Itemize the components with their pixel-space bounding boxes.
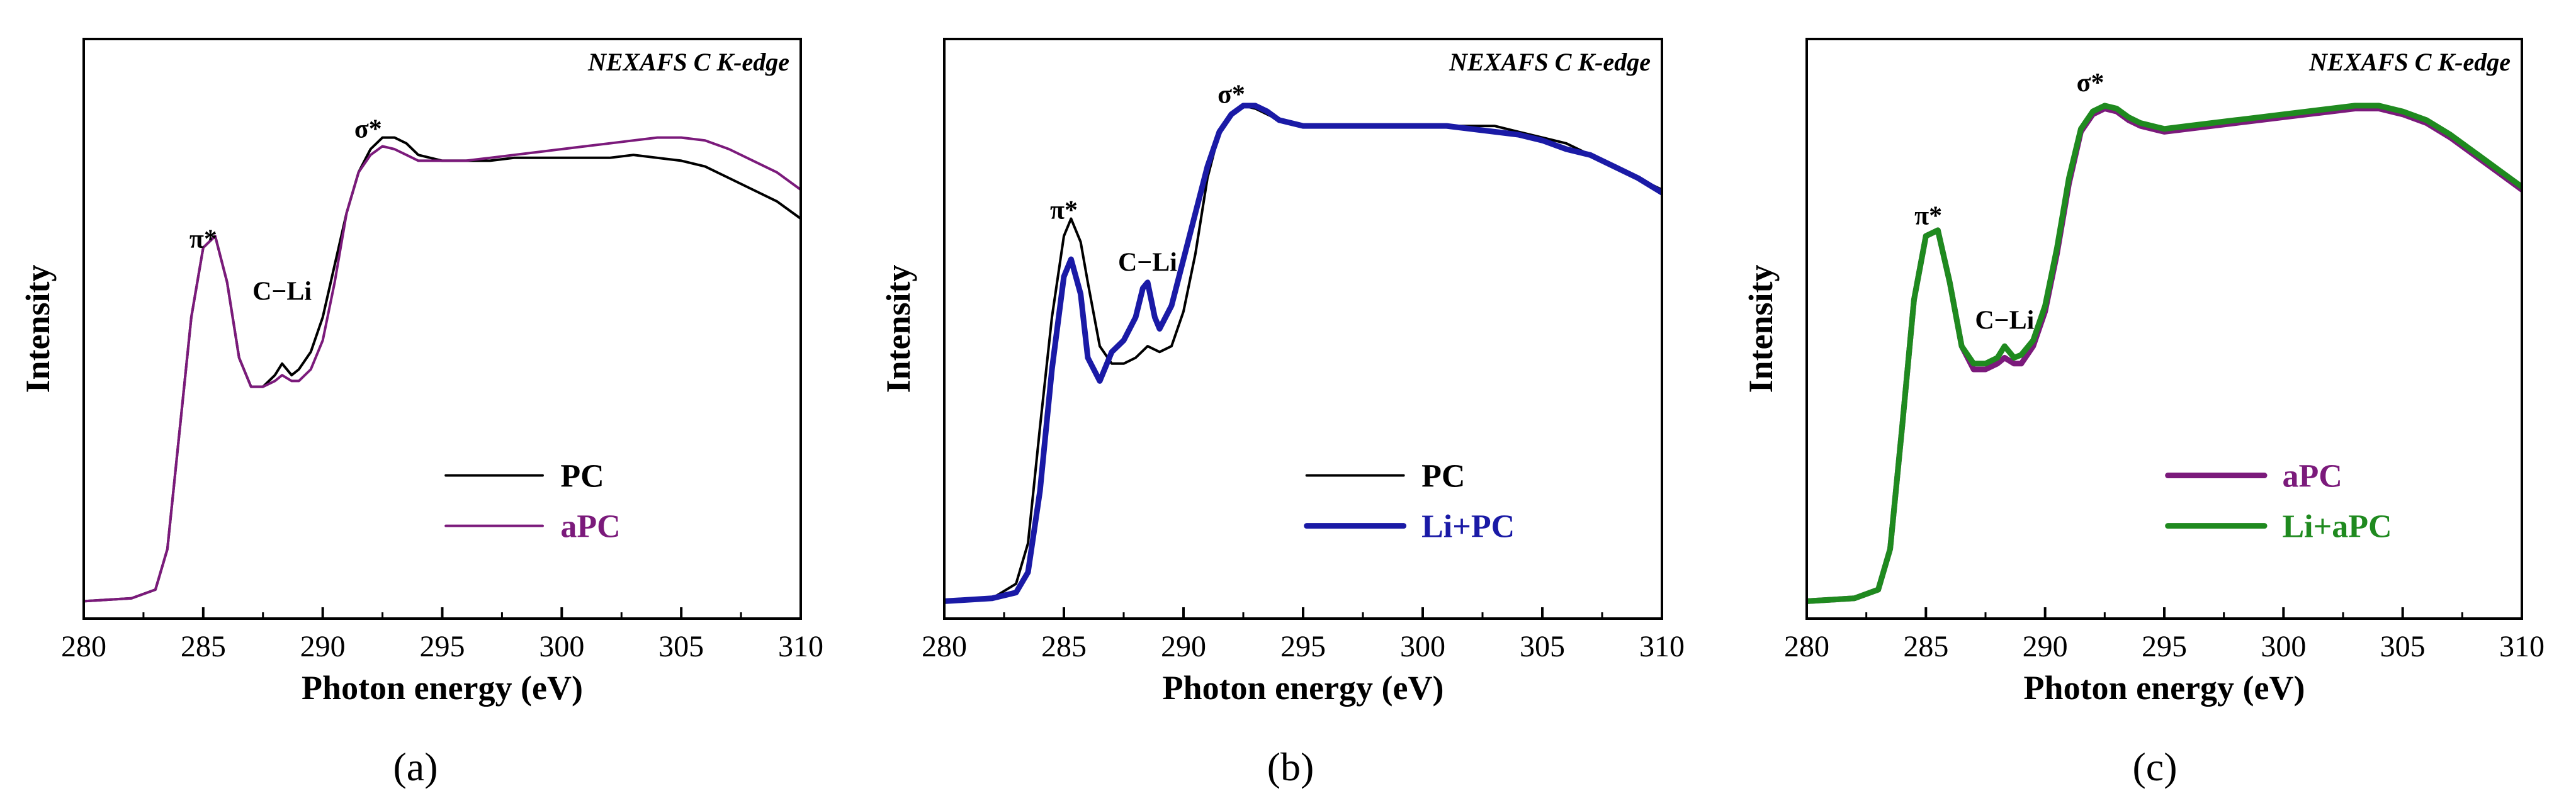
- peak-annotation: σ*: [2077, 69, 2104, 98]
- series-line-li-pc: [944, 103, 1662, 604]
- x-tick-label: 310: [778, 630, 823, 663]
- legend-label: Li+PC: [1421, 509, 1515, 545]
- x-tick-label: 280: [922, 630, 967, 663]
- x-tick-label: 295: [2142, 630, 2187, 663]
- x-axis-label: Photon energy (eV): [1163, 669, 1444, 707]
- y-axis-label: Intensity: [19, 264, 57, 393]
- series-line-li-apc: [1807, 103, 2522, 604]
- x-tick-label: 310: [1639, 630, 1685, 663]
- chart-panel-a: 280 285 290 295 300 305 310 Photon energy (eV) I…: [19, 38, 823, 789]
- series-line-apc: [1807, 106, 2522, 604]
- panel-label: (b): [1267, 744, 1314, 789]
- x-tick-label: 290: [1161, 630, 1206, 663]
- x-tick-label: 295: [420, 630, 465, 663]
- x-tick-label: 300: [1400, 630, 1445, 663]
- peak-annotation: C−Li: [252, 277, 312, 306]
- panel-label: (a): [393, 744, 438, 789]
- series-line-apc: [84, 136, 801, 603]
- peak-annotation: σ*: [1217, 80, 1245, 109]
- x-tick-label: 310: [2499, 630, 2545, 663]
- x-tick-label: 305: [1520, 630, 1565, 663]
- spectrum-note: NEXAFS C K-edge: [587, 48, 789, 76]
- panel-label: (c): [2132, 744, 2177, 789]
- x-axis-label: Photon energy (eV): [2024, 669, 2305, 707]
- x-tick-label: 305: [658, 630, 704, 663]
- x-tick-label: 305: [2380, 630, 2426, 663]
- x-tick-label: 285: [1041, 630, 1087, 663]
- spectrum-note: NEXAFS C K-edge: [2308, 48, 2511, 76]
- x-tick-label: 290: [300, 630, 346, 663]
- y-axis-label: Intensity: [879, 264, 917, 393]
- y-axis-label: Intensity: [1742, 264, 1780, 393]
- legend-label: Li+aPC: [2282, 509, 2392, 545]
- legend-label: PC: [560, 459, 604, 495]
- x-tick-label: 290: [2023, 630, 2068, 663]
- series-line-pc: [84, 136, 801, 603]
- peak-annotation: σ*: [354, 115, 382, 144]
- peak-annotation: π*: [189, 225, 217, 254]
- legend-label: aPC: [560, 509, 620, 545]
- x-tick-label: 285: [1903, 630, 1948, 663]
- legend-label: PC: [1421, 459, 1465, 495]
- legend-label: aPC: [2282, 459, 2342, 495]
- x-tick-label: 285: [181, 630, 226, 663]
- chart-panel-c: 280 285 290 295 300 305 310 Photon energy (eV) I…: [1742, 38, 2545, 789]
- spectrum-note: NEXAFS C K-edge: [1449, 48, 1651, 76]
- peak-annotation: π*: [1050, 196, 1078, 225]
- x-tick-label: 280: [1784, 630, 1829, 663]
- chart-panel-b: 280 285 290 295 300 305 310 Photon energy (eV) I…: [879, 38, 1685, 789]
- x-tick-label: 300: [539, 630, 584, 663]
- peak-annotation: π*: [1914, 202, 1942, 231]
- x-axis-label: Photon energy (eV): [302, 669, 583, 707]
- x-tick-label: 295: [1280, 630, 1326, 663]
- x-tick-label: 300: [2261, 630, 2306, 663]
- peak-annotation: C−Li: [1118, 248, 1177, 277]
- peak-annotation: C−Li: [1975, 306, 2034, 335]
- x-tick-label: 280: [61, 630, 106, 663]
